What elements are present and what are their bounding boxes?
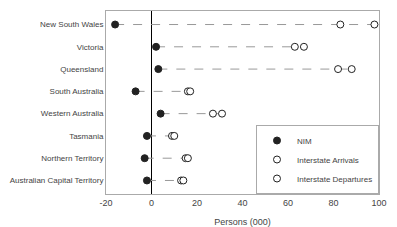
svg-text:New South Wales: New South Wales (40, 20, 103, 29)
svg-text:Northern Territory: Northern Territory (41, 154, 103, 163)
svg-text:NIM: NIM (297, 137, 312, 146)
svg-text:80: 80 (328, 198, 338, 208)
svg-text:Interstate Arrivals: Interstate Arrivals (297, 156, 359, 165)
svg-text:20: 20 (192, 198, 202, 208)
svg-text:40: 40 (237, 198, 247, 208)
svg-text:South Australia: South Australia (50, 87, 104, 96)
svg-text:60: 60 (283, 198, 293, 208)
svg-text:0: 0 (149, 198, 154, 208)
svg-text:Australian Capital Territory: Australian Capital Territory (10, 176, 104, 185)
svg-text:Western Australia: Western Australia (41, 109, 104, 118)
svg-text:Tasmania: Tasmania (69, 132, 104, 141)
svg-text:Queensland: Queensland (60, 65, 103, 74)
svg-text:Victoria: Victoria (77, 43, 104, 52)
svg-text:-20: -20 (99, 198, 112, 208)
svg-text:Interstate Departures: Interstate Departures (297, 175, 372, 184)
svg-text:100: 100 (371, 198, 386, 208)
svg-text:Persons (000): Persons (000) (214, 217, 271, 227)
